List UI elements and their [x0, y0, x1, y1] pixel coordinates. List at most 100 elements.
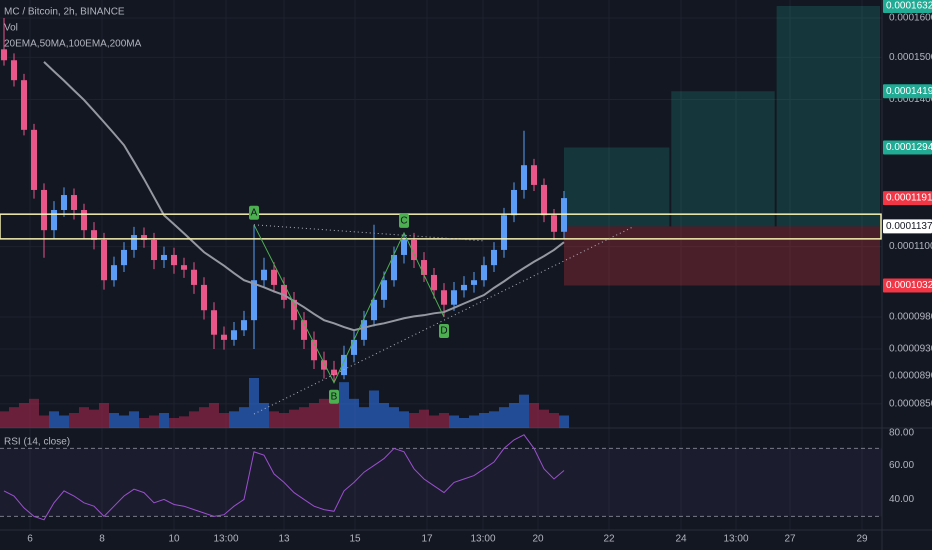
target-zone	[776, 5, 880, 227]
candle-body	[91, 230, 97, 240]
candle-body	[11, 60, 17, 81]
x-tick-label: 17	[421, 534, 433, 545]
volume-label: Vol	[4, 23, 18, 34]
candle-body	[191, 269, 197, 285]
candle-body	[61, 195, 67, 210]
pattern-label: A	[251, 207, 258, 218]
volume-bar	[509, 403, 519, 428]
rsi-line	[3, 434, 565, 521]
volume-bar	[179, 416, 189, 428]
candle-body	[221, 334, 227, 340]
volume-bar	[269, 411, 279, 428]
last-price	[883, 191, 932, 206]
candle-body	[311, 339, 317, 361]
candle-body	[121, 249, 127, 266]
target-price-label: 0.0001419	[886, 86, 932, 97]
volume-bar	[519, 394, 529, 428]
volume-bar	[169, 418, 179, 428]
volume-bar	[19, 403, 29, 428]
trend-line	[253, 224, 485, 242]
target-zone	[671, 91, 775, 227]
volume-bar	[129, 411, 139, 428]
x-tick-label: 13:00	[470, 534, 495, 545]
entry-price	[883, 219, 932, 234]
volume-bar	[409, 413, 419, 428]
volume-bar	[39, 415, 49, 428]
pattern-badge	[439, 324, 449, 339]
entry-price-label: 0.0001137	[886, 221, 932, 232]
stop-price-label: 0.0001032	[886, 280, 932, 291]
volume-bar	[219, 413, 229, 428]
candle-body	[271, 269, 277, 285]
volume-bar	[299, 407, 309, 428]
candle-body	[241, 320, 247, 331]
y-tick-label: 0.0001600	[889, 13, 932, 24]
x-tick-label: 15	[349, 534, 361, 545]
volume-bar	[229, 411, 239, 428]
target-zone	[564, 147, 670, 227]
candle-body	[541, 184, 547, 216]
pattern-badge	[399, 213, 409, 228]
stop-zone	[564, 226, 880, 286]
y-tick-label: 0.0000980	[889, 312, 932, 323]
y-tick-label: 0.0000890	[889, 370, 932, 381]
rsi-tick-label: 60.00	[889, 460, 914, 471]
candle-body	[21, 80, 27, 130]
volume-bar	[239, 407, 249, 428]
x-tick-label: 13:00	[213, 534, 238, 545]
target-price-label: 0.0001294	[886, 142, 932, 153]
candle-body	[371, 299, 377, 321]
candle-body	[401, 239, 407, 255]
volume-bar	[559, 415, 569, 428]
candle-body	[51, 209, 57, 231]
volume-bar	[139, 418, 149, 428]
candle-body	[171, 254, 177, 266]
candle-body	[531, 165, 537, 185]
volume-bar	[279, 413, 289, 428]
support-zone	[0, 213, 882, 240]
candle-body	[211, 310, 217, 335]
y-tick-label: 0.0001500	[889, 52, 932, 63]
candle-body	[391, 254, 397, 281]
volume-bar	[399, 411, 409, 428]
candle-body	[201, 284, 207, 311]
moving-average	[43, 61, 565, 332]
y-tick-label: 0.0000930	[889, 344, 932, 355]
x-tick-label: 10	[168, 534, 180, 545]
candle-body	[281, 284, 287, 300]
chart-title: MC / Bitcoin, 2h, BINANCE	[4, 7, 125, 18]
x-tick-label: 8	[99, 534, 105, 545]
volume-bar	[319, 398, 329, 428]
volume-bar	[449, 415, 459, 428]
candle-body	[451, 290, 457, 305]
volume-bar	[359, 407, 369, 428]
volume-bar	[109, 413, 119, 428]
volume-bar	[0, 411, 9, 428]
candle-body	[461, 284, 467, 291]
volume-bar	[529, 403, 539, 428]
candle-body	[111, 265, 117, 281]
volume-bar	[159, 413, 169, 428]
volume-bar	[369, 390, 379, 428]
x-tick-label: 13:00	[723, 534, 748, 545]
volume-bar	[59, 415, 69, 428]
candle-body	[181, 265, 187, 270]
candle-body	[361, 320, 367, 340]
candle-body	[331, 369, 337, 376]
target-price	[883, 84, 932, 99]
volume-bar	[29, 398, 39, 428]
rsi-label: RSI (14, close)	[4, 437, 70, 448]
volume-bar	[9, 407, 19, 428]
candle-body	[521, 165, 527, 190]
volume-bar	[499, 407, 509, 428]
candle-body	[511, 189, 517, 216]
volume-bar	[439, 413, 449, 428]
candle-body	[1, 49, 7, 61]
x-tick-label: 29	[856, 534, 868, 545]
candle-body	[381, 280, 387, 300]
volume-bar	[489, 411, 499, 428]
candle-body	[431, 274, 437, 291]
volume-bar	[479, 413, 489, 428]
